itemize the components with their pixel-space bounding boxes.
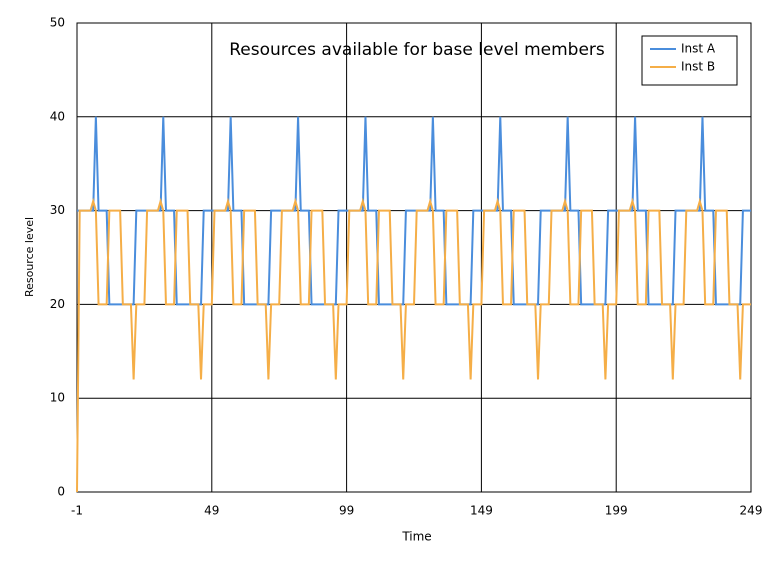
y-tick-label: 0 (57, 485, 65, 499)
x-tick-label: 49 (204, 504, 219, 518)
x-tick-label: -1 (71, 504, 83, 518)
x-axis-label: Time (401, 530, 431, 544)
line-series (76, 197, 751, 493)
x-tick-label: 249 (740, 504, 763, 518)
y-tick-label: 40 (50, 109, 65, 123)
legend-box (641, 35, 738, 86)
legend-label: Inst A (681, 42, 716, 56)
plot-area (76, 22, 752, 493)
y-tick-label: 50 (50, 16, 65, 30)
x-tick-label: 99 (339, 504, 354, 518)
x-tick-label: 149 (470, 504, 493, 518)
legend-label: Inst B (681, 60, 715, 74)
y-tick-label: 30 (50, 203, 65, 217)
y-axis-label: Resource level (23, 217, 36, 297)
y-tick-label: 10 (50, 391, 65, 405)
chart-title: Resources available for base level membe… (229, 40, 605, 60)
x-tick-label: 199 (605, 504, 628, 518)
y-tick-label: 20 (50, 297, 65, 311)
